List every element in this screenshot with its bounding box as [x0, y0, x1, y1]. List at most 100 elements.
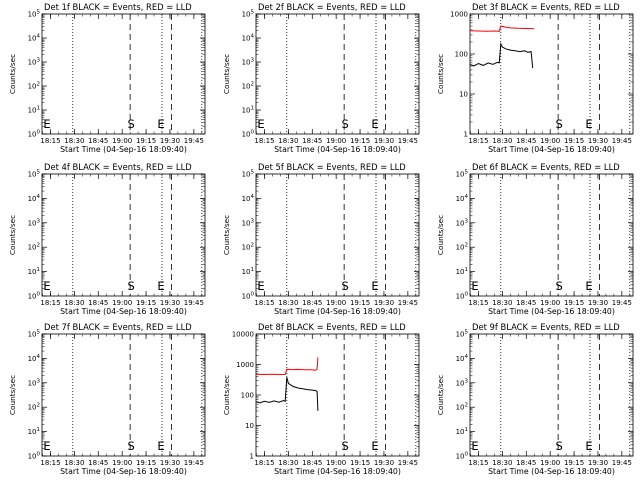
y-tick-label: 1 [464, 131, 468, 139]
panel-det-3: Det 3f BLACK = Events, RED = LLD 1 10 100 10… [436, 2, 634, 154]
x-tick-label: 18:45 [88, 299, 108, 307]
y-tick-label: 102 [242, 82, 254, 91]
x-tick-label: 19:45 [398, 299, 418, 307]
left-marker-label: E [43, 279, 50, 293]
panel-title: Det 3f BLACK = Events, RED = LLD [472, 2, 620, 12]
x-tick-label: 19:30 [374, 459, 394, 467]
x-tick-label: 19:00 [540, 299, 560, 307]
left-marker-label: E [257, 279, 264, 293]
plot-frame [41, 333, 206, 457]
y-tick-label: 101 [28, 267, 40, 276]
x-tick-label: 18:15 [468, 459, 488, 467]
y-axis-label: Counts/sec [436, 215, 445, 255]
y-tick-label: 100 [28, 292, 41, 301]
x-axis-label: Start Time (04-Sep-16 18:09:40) [274, 467, 401, 476]
plot-frame [255, 333, 420, 457]
start-marker-label: S [127, 117, 134, 131]
x-tick-label: 19:30 [160, 137, 180, 145]
y-axis-label: Counts/sec [436, 54, 445, 94]
x-tick-label: 19:30 [588, 459, 608, 467]
x-tick-label: 19:15 [564, 137, 584, 145]
y-tick-label: 100 [455, 51, 468, 59]
panel-title: Det 5f BLACK = Events, RED = LLD [258, 162, 406, 172]
x-tick-label: 18:30 [64, 459, 84, 467]
y-tick-label: 103 [242, 218, 255, 227]
y-tick-label: 105 [28, 10, 41, 19]
x-axis-label: Start Time (04-Sep-16 18:09:40) [60, 307, 187, 316]
x-axis-label: Start Time (04-Sep-16 18:09:40) [488, 467, 615, 476]
x-tick-label: 18:45 [88, 137, 108, 145]
x-tick-label: 18:45 [302, 459, 322, 467]
y-axis-label: Counts/sec [222, 215, 231, 255]
y-tick-label: 102 [242, 243, 254, 252]
x-tick-label: 19:30 [374, 299, 394, 307]
y-axis-label: Counts/sec [222, 375, 231, 415]
y-tick-label: 10 [245, 422, 254, 430]
y-tick-label: 105 [456, 170, 469, 179]
y-tick-label: 105 [456, 330, 469, 339]
plot-frame [255, 13, 420, 135]
events-series-line [255, 377, 319, 411]
y-tick-label: 100 [456, 452, 469, 461]
y-tick-label: 100 [28, 452, 41, 461]
y-tick-label: 103 [28, 218, 41, 227]
panel-det-2: Det 2f BLACK = Events, RED = LLD 100 101 10… [222, 2, 420, 154]
y-tick-label: 104 [456, 354, 469, 363]
x-tick-label: 19:00 [112, 137, 132, 145]
x-tick-label: 18:30 [64, 299, 84, 307]
plot-frame [41, 173, 206, 297]
y-tick-label: 102 [28, 243, 40, 252]
x-tick-label: 19:15 [350, 137, 370, 145]
panel-title: Det 2f BLACK = Events, RED = LLD [258, 2, 406, 12]
y-tick-label: 100 [456, 292, 469, 301]
x-tick-label: 19:15 [136, 299, 156, 307]
end-marker-label: E [371, 279, 378, 293]
start-marker-label: S [555, 117, 562, 131]
x-tick-label: 18:15 [254, 299, 274, 307]
y-tick-label: 102 [456, 403, 468, 412]
x-tick-label: 18:30 [492, 299, 512, 307]
panel-det-4: Det 4f BLACK = Events, RED = LLD 100 101 10… [8, 162, 206, 316]
panel-det-7: Det 7f BLACK = Events, RED = LLD 100 101 10… [8, 322, 206, 476]
x-tick-label: 18:45 [516, 299, 536, 307]
lld-series-line [469, 25, 535, 32]
x-tick-label: 19:15 [564, 459, 584, 467]
end-marker-label: E [371, 117, 378, 131]
panel-det-1: Det 1f BLACK = Events, RED = LLD 100 101 10… [8, 2, 206, 154]
panel-title: Det 9f BLACK = Events, RED = LLD [472, 322, 620, 332]
panel-det-5: Det 5f BLACK = Events, RED = LLD 100 101 10… [222, 162, 420, 316]
y-tick-label: 10000 [232, 331, 254, 339]
x-tick-label: 19:00 [112, 459, 132, 467]
start-marker-label: S [341, 117, 348, 131]
plot-frame [469, 333, 634, 457]
x-tick-label: 19:30 [160, 459, 180, 467]
x-tick-label: 18:30 [278, 137, 298, 145]
x-tick-label: 19:15 [564, 299, 584, 307]
x-axis-label: Start Time (04-Sep-16 18:09:40) [60, 145, 187, 154]
x-tick-label: 19:30 [588, 299, 608, 307]
y-tick-label: 101 [28, 106, 40, 115]
x-tick-label: 19:45 [184, 459, 204, 467]
x-axis-label: Start Time (04-Sep-16 18:09:40) [274, 145, 401, 154]
x-tick-label: 18:45 [88, 459, 108, 467]
x-tick-label: 18:30 [278, 299, 298, 307]
plot-frame [469, 173, 634, 297]
end-marker-label: E [157, 439, 164, 453]
panel-title: Det 6f BLACK = Events, RED = LLD [472, 162, 620, 172]
x-tick-label: 18:45 [516, 459, 536, 467]
y-axis-label: Counts/sec [8, 375, 17, 415]
x-tick-label: 19:30 [588, 137, 608, 145]
x-tick-label: 18:15 [40, 459, 60, 467]
y-tick-label: 105 [242, 170, 255, 179]
x-tick-label: 19:45 [184, 137, 204, 145]
end-marker-label: E [157, 279, 164, 293]
x-tick-label: 18:30 [492, 137, 512, 145]
x-tick-label: 19:45 [612, 299, 632, 307]
x-tick-label: 19:30 [374, 137, 394, 145]
x-tick-label: 19:00 [540, 459, 560, 467]
x-tick-label: 18:15 [254, 137, 274, 145]
y-tick-label: 104 [28, 354, 41, 363]
end-marker-label: E [585, 279, 592, 293]
y-tick-label: 103 [242, 58, 255, 67]
